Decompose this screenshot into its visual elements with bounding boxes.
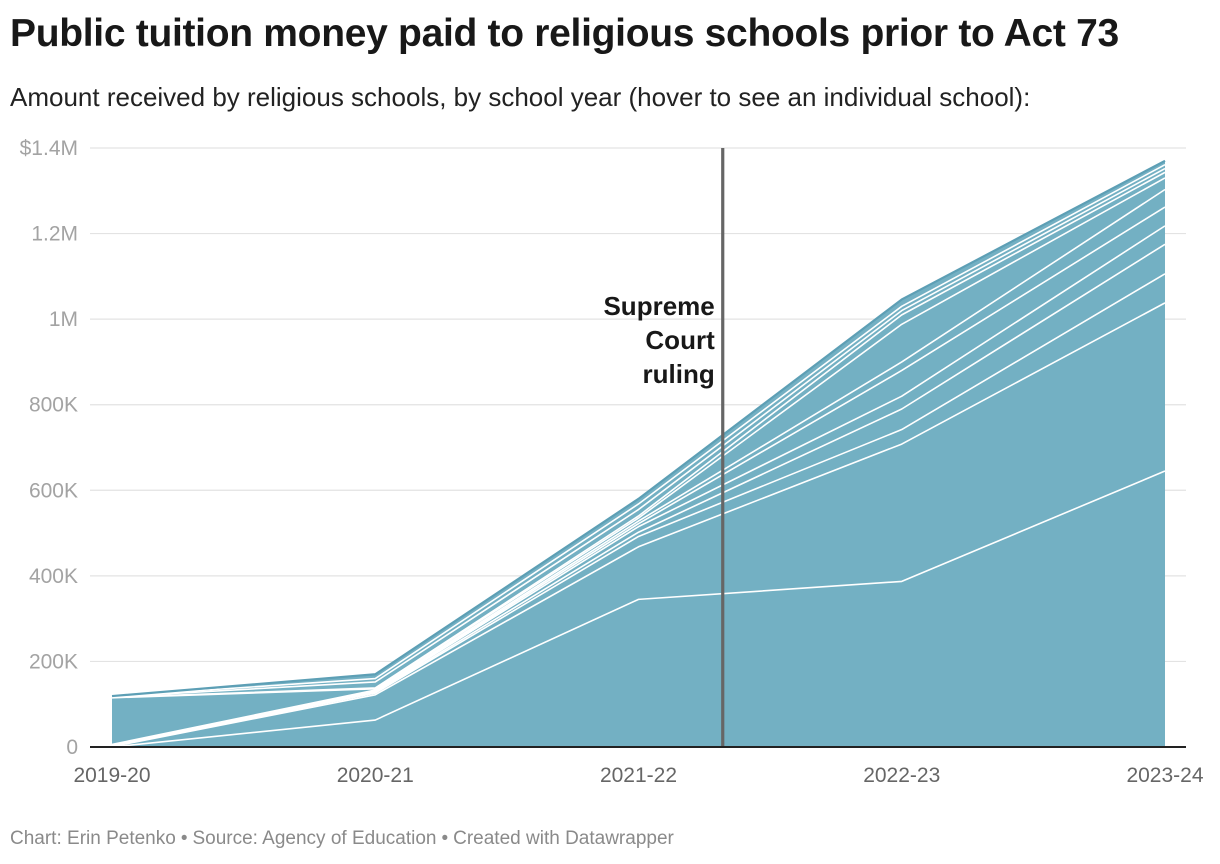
area-series (112, 160, 1165, 748)
y-tick-label: 800K (29, 394, 78, 417)
chart-footer: Chart: Erin Petenko • Source: Agency of Ed… (10, 828, 674, 850)
footer-credit: Chart: Erin Petenko (10, 828, 176, 849)
layer-boundaries (111, 159, 1166, 748)
x-tick-label: 2021-22 (600, 764, 677, 787)
footer-source: Source: Agency of Education (192, 828, 437, 849)
annotation-label: Supreme (603, 291, 714, 321)
footer-tool: Created with Datawrapper (453, 828, 674, 849)
area-series-11[interactable] (111, 163, 1166, 698)
footer-separator: • (441, 828, 449, 849)
y-tick-label: $1.4M (20, 137, 78, 160)
x-tick-label: 2023-24 (1126, 764, 1203, 787)
area-series-7[interactable] (111, 188, 1166, 746)
axes: 0 200K 400K 600K 800K 1M 1.2M $1.4M 2019-20 2020-… (20, 137, 1204, 787)
chart-subtitle: Amount received by religious schools, by… (10, 82, 1031, 112)
x-tick-label: 2019-20 (73, 764, 150, 787)
area-series-9[interactable] (111, 171, 1166, 699)
annotation: Supreme Court ruling (603, 148, 725, 747)
chart-title: Public tuition money paid to religious s… (10, 12, 1119, 55)
y-tick-label: 1M (49, 308, 78, 331)
x-tick-label: 2020-21 (337, 764, 414, 787)
area-series-12[interactable] (111, 159, 1166, 698)
annotation-label: ruling (643, 359, 715, 389)
footer-separator: • (180, 828, 188, 849)
y-tick-label: 0 (66, 736, 78, 759)
y-tick-label: 1.2M (31, 223, 78, 246)
annotation-label: Court (645, 325, 715, 355)
area-total[interactable] (112, 160, 1165, 748)
area-series-2[interactable] (111, 302, 1166, 748)
y-tick-label: 600K (29, 479, 78, 502)
y-tick-label: 200K (29, 650, 78, 673)
area-series-10[interactable] (111, 167, 1166, 698)
area-series-1[interactable] (111, 470, 1166, 748)
x-tick-label: 2022-23 (863, 764, 940, 787)
y-tick-label: 400K (29, 565, 78, 588)
